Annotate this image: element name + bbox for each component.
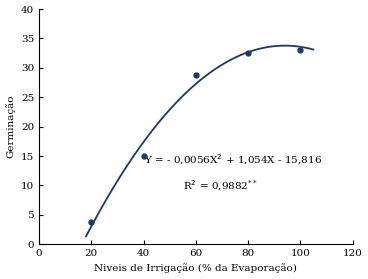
Y-axis label: Germinação: Germinação <box>6 95 15 158</box>
X-axis label: Niveis de Irrigação (% da Evaporação): Niveis de Irrigação (% da Evaporação) <box>94 264 297 273</box>
Text: R$^2$ = 0,9882$^{**}$: R$^2$ = 0,9882$^{**}$ <box>183 178 258 193</box>
Text: Y = - 0,0056X$^2$ + 1,054X - 15,816: Y = - 0,0056X$^2$ + 1,054X - 15,816 <box>144 152 322 167</box>
